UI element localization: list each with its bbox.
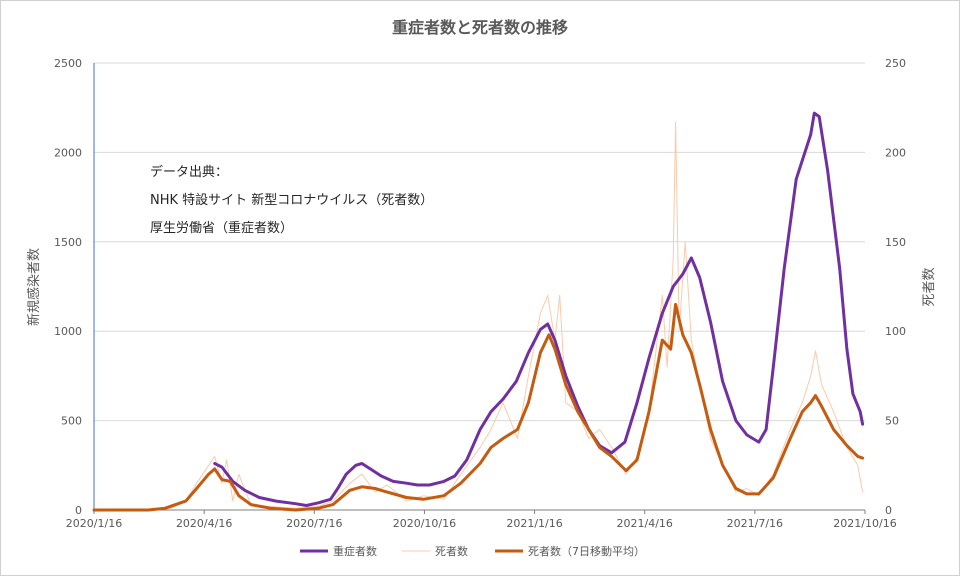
annotation-line: データ出典： [150,164,228,180]
annotation-line: NHK 特設サイト 新型コロナウイルス（死者数） [150,192,433,208]
legend-label: 死者数 [435,545,468,558]
x-tick-label: 2020/10/16 [393,517,456,530]
gridlines [94,62,865,422]
y-tick-right: 0 [885,504,892,517]
x-tick-label: 2020/7/16 [286,517,342,530]
annotation-block: データ出典： NHK 特設サイト 新型コロナウイルス（死者数） 厚生労働省（重症者数… [150,164,433,236]
y-tick-right: 200 [885,146,906,159]
y-tick-left: 500 [61,415,82,428]
y-tick-left: 2000 [54,146,82,159]
y-tick-right: 50 [885,415,899,428]
y-tick-left: 1000 [54,325,82,338]
x-tick-label: 2021/1/16 [506,517,562,530]
x-tick-label: 2021/4/16 [617,517,673,530]
series-line-2 [92,302,865,512]
series-layer [92,111,865,512]
x-tick-label: 2021/10/16 [833,517,896,530]
legend-label: 重症者数 [333,544,377,558]
annotation-line: 厚生労働省（重症者数） [150,220,293,236]
legend-label: 死者数（7日移動平均） [528,544,645,558]
y-tick-left: 2500 [54,57,82,70]
series-line-1 [147,121,864,511]
x-tick-label: 2021/7/16 [727,517,783,530]
y-tick-left: 0 [75,504,82,517]
axes: 0 0 500 50 1000 100 1500 150 2000 200 2500 250 2020/… [54,57,906,530]
y-axis-label-left: 新規感染者数 [26,248,42,326]
y-tick-left: 1500 [54,236,82,249]
chart-title: 重症者数と死者数の推移 [392,18,568,37]
y-tick-right: 250 [885,57,906,70]
x-tick-label: 2020/4/16 [176,517,232,530]
y-tick-right: 150 [885,236,906,249]
x-tick-label: 2020/1/16 [66,517,122,530]
y-tick-right: 100 [885,325,906,338]
y-axis-label-right: 死者数 [922,267,937,306]
series-line-0 [213,111,865,507]
legend: 重症者数 死者数 死者数（7日移動平均） [300,544,645,558]
